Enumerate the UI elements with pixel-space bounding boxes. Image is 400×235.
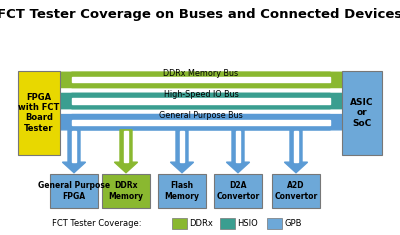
Text: HSIO: HSIO	[237, 219, 258, 228]
Bar	[267, 218, 282, 229]
Text: FCT Tester Coverage on Buses and Connected Devices: FCT Tester Coverage on Buses and Connect…	[0, 8, 400, 21]
Bar	[72, 98, 330, 104]
FancyBboxPatch shape	[214, 174, 262, 208]
Text: General Purpose Bus: General Purpose Bus	[159, 111, 243, 120]
Text: D2A
Convertor: D2A Convertor	[216, 181, 260, 201]
FancyArrow shape	[60, 72, 342, 87]
Bar	[172, 218, 187, 229]
FancyArrow shape	[226, 130, 250, 173]
FancyArrow shape	[60, 94, 342, 109]
FancyArrow shape	[114, 130, 138, 173]
Text: ASIC
or
SoC: ASIC or SoC	[350, 98, 374, 128]
FancyArrow shape	[60, 72, 342, 87]
FancyBboxPatch shape	[50, 174, 98, 208]
FancyArrow shape	[284, 130, 308, 173]
Bar	[124, 131, 128, 162]
Text: General Purpose
FPGA: General Purpose FPGA	[38, 181, 110, 201]
Text: DDRx Memory Bus: DDRx Memory Bus	[164, 69, 238, 78]
FancyBboxPatch shape	[18, 70, 60, 155]
Text: Flash
Memory: Flash Memory	[164, 181, 200, 201]
FancyArrow shape	[60, 94, 342, 109]
Text: High-Speed IO Bus: High-Speed IO Bus	[164, 90, 238, 99]
Text: DDRx
Memory: DDRx Memory	[108, 181, 144, 201]
Text: FPGA
with FCT
Board
Tester: FPGA with FCT Board Tester	[18, 93, 60, 133]
Text: GPB: GPB	[285, 219, 302, 228]
FancyArrow shape	[62, 130, 86, 173]
FancyBboxPatch shape	[158, 174, 206, 208]
Bar	[236, 131, 240, 162]
FancyArrow shape	[60, 115, 342, 130]
Bar	[294, 131, 298, 162]
FancyArrow shape	[170, 130, 194, 173]
Bar	[220, 218, 235, 229]
Text: FCT Tester Coverage:: FCT Tester Coverage:	[52, 219, 142, 228]
Bar	[72, 77, 330, 82]
FancyBboxPatch shape	[102, 174, 150, 208]
FancyArrow shape	[60, 115, 342, 130]
Bar	[72, 120, 330, 125]
Text: A2D
Convertor: A2D Convertor	[274, 181, 318, 201]
Text: DDRx: DDRx	[190, 219, 214, 228]
FancyBboxPatch shape	[342, 70, 382, 155]
Bar	[180, 131, 184, 162]
FancyBboxPatch shape	[272, 174, 320, 208]
Bar	[72, 131, 76, 162]
